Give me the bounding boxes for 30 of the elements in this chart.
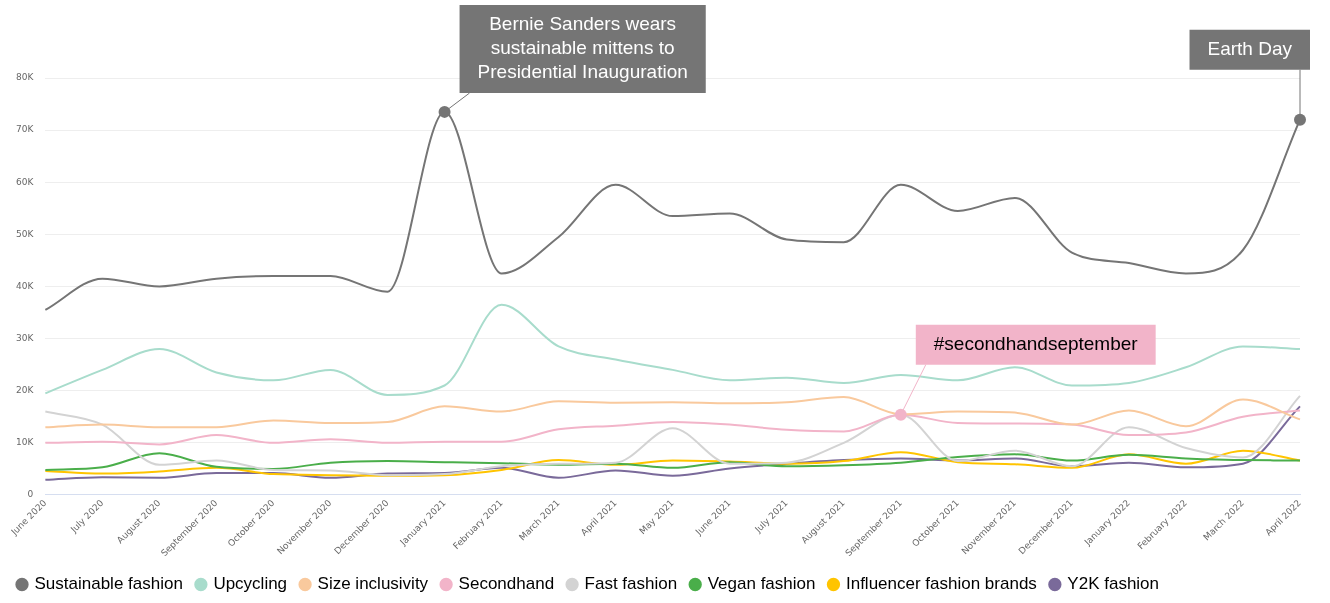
line-series: [44, 303, 1301, 396]
legend-label: Y2K fashion: [1067, 574, 1160, 594]
legend-label: Secondhand: [458, 574, 555, 594]
legend-label: Size inclusivity: [317, 574, 429, 594]
y-tick-label: 10K: [15, 437, 35, 448]
legend-label: Upcycling: [213, 574, 288, 594]
annotation: #secondhandseptember: [933, 332, 1139, 354]
point: [894, 408, 907, 421]
y-tick-label: 70K: [15, 124, 35, 135]
line-series: [44, 449, 1301, 477]
legend-label: Influencer fashion brands: [845, 574, 1037, 594]
y-tick-label: 40K: [15, 280, 35, 291]
y-tick-label: 50K: [15, 228, 35, 239]
legend-label: Fast fashion: [584, 574, 678, 594]
annotation: Earth Day: [1207, 37, 1293, 59]
legend-label: Sustainable fashion: [34, 574, 183, 594]
line-series: [44, 394, 1301, 477]
line-series: [44, 452, 1301, 471]
point: [1294, 113, 1306, 126]
y-tick-label: 80K: [15, 72, 35, 83]
annotation: Bernie Sanders wears sustainable mittens to Presidential Inauguration: [477, 13, 688, 83]
point: [438, 105, 451, 118]
y-tick-label: 60K: [15, 176, 35, 187]
y-tick-label: 0: [27, 489, 34, 500]
line-series: [44, 395, 1301, 429]
y-tick-label: 30K: [15, 332, 35, 343]
legend-label: Vegan fashion: [707, 574, 816, 594]
line-series: [44, 408, 1301, 446]
line-series: [44, 405, 1301, 481]
y-tick-label: 20K: [15, 385, 35, 396]
